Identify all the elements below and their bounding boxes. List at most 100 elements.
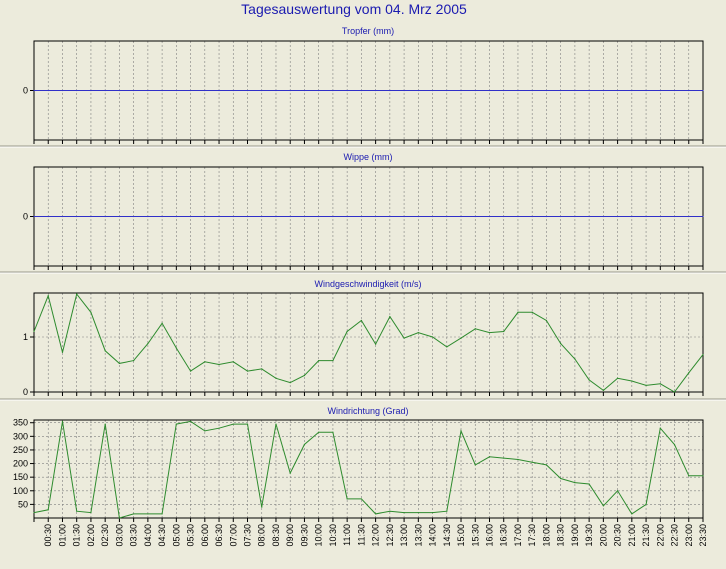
data-point — [431, 336, 434, 338]
data-point — [446, 510, 448, 512]
data-point — [588, 89, 590, 92]
x-tick-label: 08:30 — [271, 524, 281, 547]
x-tick-label: 10:30 — [328, 524, 338, 547]
data-point — [118, 89, 121, 92]
data-point — [246, 423, 249, 425]
x-tick-label: 08:00 — [257, 524, 267, 547]
data-point — [602, 215, 604, 218]
data-point — [161, 513, 163, 515]
data-point — [47, 215, 49, 218]
data-point — [303, 374, 306, 377]
data-point — [545, 89, 548, 92]
data-point — [417, 511, 419, 514]
data-point — [346, 89, 348, 92]
data-point — [602, 89, 604, 92]
chart-title: Tropfer (mm) — [342, 26, 394, 36]
data-point — [303, 89, 306, 92]
data-point — [659, 427, 661, 429]
y-tick-label: 350 — [13, 418, 28, 428]
data-point — [588, 379, 590, 381]
data-point — [76, 510, 78, 512]
data-point — [375, 343, 377, 345]
data-point — [488, 89, 491, 92]
data-point — [261, 89, 263, 92]
x-tick-label: 17:00 — [513, 524, 523, 547]
data-point — [161, 322, 163, 324]
data-point — [616, 490, 619, 492]
data-point — [318, 215, 320, 218]
data-point — [118, 215, 121, 218]
data-point — [261, 368, 263, 370]
x-tick-label: 03:30 — [129, 524, 139, 547]
data-point — [403, 215, 405, 218]
x-tick-label: 22:00 — [655, 524, 665, 547]
data-point — [673, 89, 676, 92]
data-point — [161, 89, 163, 92]
data-point — [289, 472, 291, 474]
data-point — [33, 330, 35, 333]
chart-panel-3: Windgeschwindigkeit (m/s) 0 1 — [23, 279, 704, 397]
x-tick-label: 21:30 — [641, 524, 651, 547]
x-tick-label: 11:00 — [342, 524, 352, 546]
data-point — [147, 89, 149, 92]
data-point — [688, 89, 690, 92]
data-point — [659, 89, 661, 92]
x-tick-label: 18:00 — [541, 524, 551, 547]
data-point — [147, 513, 149, 515]
data-point — [588, 483, 590, 485]
data-point — [147, 215, 149, 218]
x-tick-label: 15:30 — [470, 524, 480, 547]
data-point — [175, 215, 177, 218]
x-tick-label: 17:30 — [527, 524, 537, 547]
data-point — [261, 506, 263, 508]
y-tick-label: 0 — [23, 212, 28, 222]
data-point — [360, 498, 362, 500]
x-tick-label: 06:30 — [214, 524, 224, 547]
data-point — [47, 509, 49, 511]
data-point — [332, 431, 334, 433]
chart-panel-4: Windrichtung (Grad) 50 100 150 200 250 300 350 — [13, 406, 704, 522]
data-point — [33, 511, 35, 514]
x-tick-label: 07:30 — [243, 524, 253, 547]
data-point — [332, 360, 334, 362]
data-point — [574, 358, 576, 360]
data-point — [488, 332, 491, 334]
data-point — [417, 89, 419, 92]
data-point — [673, 443, 676, 446]
y-tick-label: 300 — [13, 431, 28, 441]
data-point — [118, 517, 121, 519]
data-point — [602, 505, 604, 507]
data-point — [531, 89, 533, 92]
data-point — [133, 513, 135, 515]
data-point — [90, 511, 92, 514]
data-point — [460, 89, 462, 92]
y-tick-label: 0 — [23, 86, 28, 96]
data-point — [588, 215, 590, 218]
data-point — [218, 89, 220, 92]
data-point — [33, 215, 35, 218]
x-tick-label: 04:00 — [143, 524, 153, 547]
x-tick-label: 23:30 — [698, 524, 708, 547]
data-point — [61, 420, 64, 422]
data-point — [503, 89, 505, 92]
data-point — [574, 89, 576, 92]
series-line — [33, 420, 703, 519]
data-point — [488, 456, 491, 458]
data-point — [189, 370, 192, 372]
data-point — [218, 427, 220, 429]
data-point — [688, 215, 690, 218]
page-title: Tagesauswertung vom 04. Mrz 2005 — [241, 1, 467, 17]
x-tick-label: 14:00 — [428, 524, 438, 547]
data-point — [204, 361, 206, 363]
data-point — [474, 464, 476, 466]
data-point — [104, 89, 106, 92]
data-point — [702, 475, 704, 477]
y-tick-label: 150 — [13, 472, 28, 482]
data-point — [531, 215, 533, 218]
x-tick-label: 03:00 — [114, 524, 124, 547]
data-point — [602, 389, 604, 391]
x-tick-label: 12:30 — [385, 524, 395, 547]
data-point — [403, 337, 405, 339]
data-point — [645, 384, 647, 386]
